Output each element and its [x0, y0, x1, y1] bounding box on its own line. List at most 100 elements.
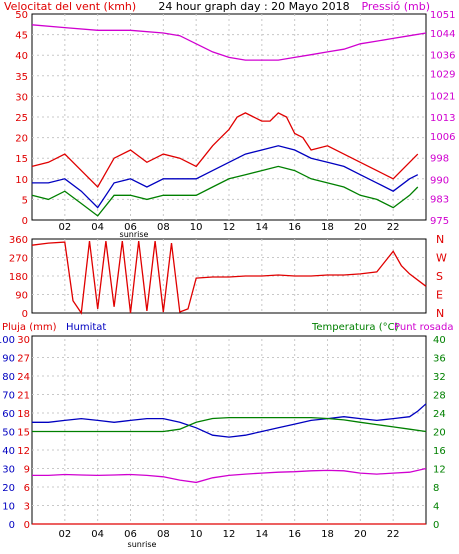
- rain-tick-label: 3: [24, 502, 30, 513]
- x-tick-label: 20: [354, 529, 367, 540]
- humidity-tick-label: 70: [2, 391, 15, 402]
- humidity-tick-label: 50: [2, 428, 15, 439]
- direction-tick-label: 90: [15, 291, 28, 302]
- temperature-tick-label: 28: [433, 391, 446, 402]
- wind-direction-grid: [32, 239, 426, 313]
- x-tick-label: 22: [387, 529, 400, 540]
- rain-tick-label: 15: [17, 428, 30, 439]
- temperature-tick-label: 40: [433, 335, 446, 346]
- wind-tick-label: 10: [15, 175, 28, 186]
- pressure-tick-label: 1013: [430, 113, 455, 124]
- x-tick-label: 18: [321, 529, 334, 540]
- direction-tick-label: 270: [9, 254, 28, 265]
- x-axis-top: 02 04 06 08 10 12 14 16 18 20 22: [58, 222, 399, 233]
- x-tick-label: 12: [223, 529, 236, 540]
- temperature-tick-label: 36: [433, 354, 446, 365]
- x-tick-label: 16: [288, 222, 301, 233]
- temperature-line: [32, 416, 427, 433]
- temperature-tick-label: 12: [433, 465, 446, 476]
- x-tick-label: 06: [124, 222, 137, 233]
- rain-tick-label: 12: [17, 446, 30, 457]
- rain-tick-label: 24: [17, 372, 30, 383]
- temperature-tick-label: 20: [433, 428, 446, 439]
- rain-axis-title: Pluja (mm): [2, 322, 57, 333]
- rain-tick-label: 6: [24, 483, 30, 494]
- pressure-tick-label: 998: [430, 154, 449, 165]
- humidity-tick-label: 100: [0, 335, 15, 346]
- wind-tick-label: 15: [15, 154, 28, 165]
- wind-direction-series: [31, 241, 427, 315]
- pressure-axis-title: Pressió (mb): [361, 0, 430, 13]
- temperature-tick-label: 4: [433, 502, 439, 513]
- pressure-tick-label: 1036: [430, 51, 455, 62]
- wind-direction-line: [31, 241, 427, 315]
- sunrise-label-bottom: sunrise: [128, 540, 157, 549]
- direction-letter: S: [436, 270, 443, 283]
- rain-humidity-temp-ticks: 0369121518212427300102030405060708090100…: [0, 335, 446, 531]
- humidity-tick-label: 10: [2, 502, 15, 513]
- direction-letter: W: [436, 252, 447, 265]
- x-tick-label: 10: [190, 222, 203, 233]
- wind-tick-label: 5: [22, 195, 28, 206]
- temperature-axis-title: Temperatura (°C): [311, 322, 399, 333]
- pressure-tick-label: 975: [430, 216, 449, 227]
- direction-tick-label: 360: [9, 235, 28, 246]
- chart-title: 24 hour graph day : 20 Mayo 2018: [158, 0, 349, 13]
- x-tick-label: 22: [387, 222, 400, 233]
- wind-pressure-series: [31, 24, 427, 217]
- x-tick-label: 14: [255, 529, 268, 540]
- wind-tick-label: 40: [15, 51, 28, 62]
- wind-average-line: [32, 145, 419, 209]
- rain-tick-label: 21: [17, 391, 30, 402]
- dew-point-line: [32, 467, 427, 484]
- x-tick-label: 02: [58, 529, 71, 540]
- dew-axis-title: Punt rosada: [394, 322, 453, 333]
- wind-tick-label: 45: [15, 31, 28, 42]
- pressure-tick-label: 1006: [430, 132, 455, 143]
- pressure-tick-label: 990: [430, 175, 449, 186]
- wind-tick-label: 20: [15, 134, 28, 145]
- x-tick-label: 14: [255, 222, 268, 233]
- rain-tick-label: 18: [17, 409, 30, 420]
- x-tick-label: 10: [190, 529, 203, 540]
- humidity-line: [32, 403, 427, 438]
- pressure-tick-label: 1051: [430, 10, 455, 21]
- humidity-tick-label: 20: [2, 483, 15, 494]
- rain-tick-label: 0: [24, 520, 30, 531]
- wind-tick-label: 0: [22, 216, 28, 227]
- pressure-tick-label: 1044: [430, 29, 455, 40]
- temperature-tick-label: 0: [433, 520, 439, 531]
- x-tick-label: 18: [321, 222, 334, 233]
- pressure-tick-label: 1021: [430, 91, 455, 102]
- direction-letter: E: [436, 289, 443, 302]
- pressure-line: [31, 24, 427, 61]
- temperature-tick-label: 24: [433, 409, 446, 420]
- wind-minimum-line: [31, 165, 419, 217]
- wind-axis-title: Velocitat del vent (kmh): [4, 0, 136, 13]
- humidity-tick-label: 60: [2, 409, 15, 420]
- wind-tick-label: 30: [15, 92, 28, 103]
- humidity-tick-label: 40: [2, 446, 15, 457]
- humidity-tick-label: 80: [2, 372, 15, 383]
- temperature-tick-label: 16: [433, 446, 446, 457]
- humidity-tick-label: 30: [2, 465, 15, 476]
- humidity-axis-title: Humitat: [66, 322, 106, 333]
- x-tick-label: 06: [124, 529, 137, 540]
- x-tick-label: 04: [91, 222, 104, 233]
- x-tick-label: 12: [223, 222, 236, 233]
- wind-tick-label: 50: [15, 10, 28, 21]
- pressure-tick-label: 983: [430, 194, 449, 205]
- x-tick-label: 20: [354, 222, 367, 233]
- rain-humidity-temp-series: [32, 403, 427, 525]
- wind-tick-label: 35: [15, 72, 28, 83]
- rain-tick-label: 27: [17, 354, 30, 365]
- wind-gust-line: [31, 112, 419, 189]
- direction-letter: N: [436, 307, 444, 320]
- x-axis-bottom: 02 04 06 08 10 12 14 16 18 20 22: [58, 529, 399, 540]
- x-tick-label: 16: [288, 529, 301, 540]
- humidity-tick-label: 0: [9, 520, 15, 531]
- sunrise-label-top: sunrise: [120, 230, 149, 239]
